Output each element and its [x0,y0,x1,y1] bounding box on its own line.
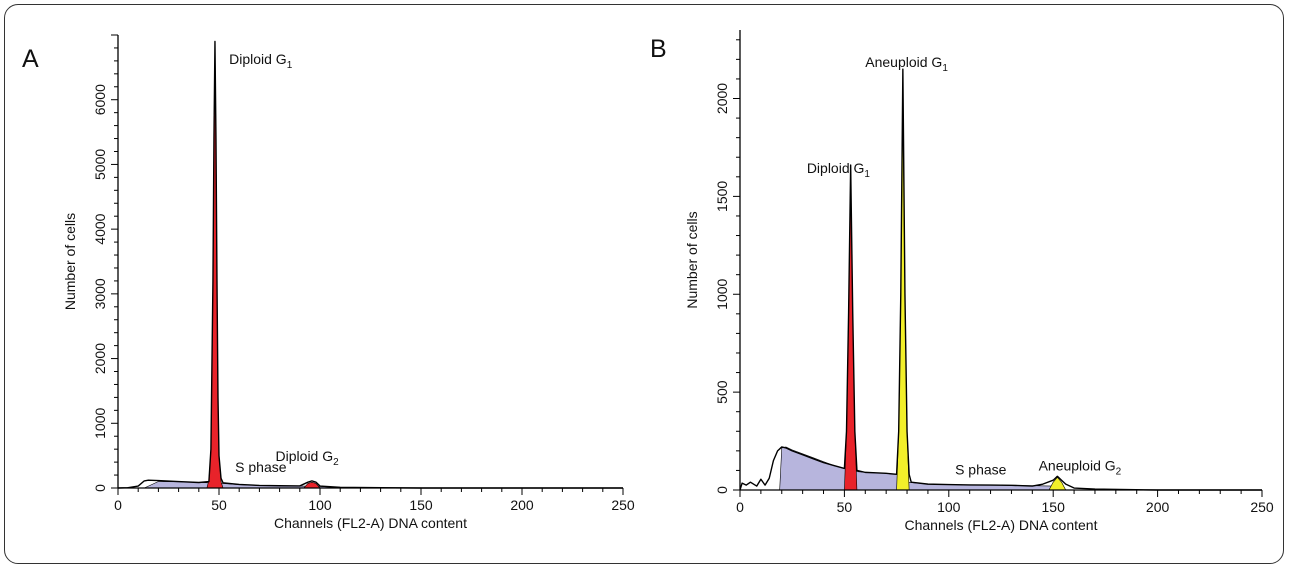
y-tick-label: 0 [92,484,108,492]
x-tick-label: 250 [1250,499,1274,515]
y-tick-label: 1000 [714,278,730,309]
y-axis-label: Number of cells [62,213,78,310]
annotation-label: S phase [955,461,1007,477]
x-tick-label: 0 [736,499,744,515]
y-axis-label: Number of cells [684,211,700,308]
y-tick-label: 4000 [92,213,108,244]
y-tick-label: 1000 [92,408,108,439]
x-axis-label: Channels (FL2-A) DNA content [274,515,467,531]
y-tick-label: 0 [714,486,730,494]
x-tick-label: 100 [308,497,332,513]
y-tick-label: 1500 [714,181,730,212]
series-fill-aneuploid-g2 [1048,476,1067,491]
y-tick-label: 2000 [92,343,108,374]
annotation-label: S phase [235,459,287,475]
panel-label: B [650,35,667,63]
x-tick-label: 250 [611,497,635,513]
x-tick-label: 0 [114,497,122,513]
y-tick-label: 6000 [92,84,108,115]
chart-panel-a: A 0 50 100 150 200 250 0 1000 2000 3000 4000 5000 600… [22,34,635,531]
x-tick-label: 50 [837,499,853,515]
annotation-label: Diploid G1 [229,51,293,71]
y-tick-label: 2000 [714,83,730,114]
x-tick-label: 200 [510,497,534,513]
x-tick-label: 50 [211,497,227,513]
x-tick-label: 100 [937,499,961,515]
panel-label: A [22,45,39,73]
annotation-label: Diploid G1 [807,160,871,180]
y-tick-label: 5000 [92,149,108,180]
y-tick-label: 500 [714,380,730,404]
x-tick-label: 150 [409,497,433,513]
x-tick-label: 200 [1146,499,1170,515]
annotation-label: Diploid G2 [276,448,340,468]
annotation-label: Aneuploid G1 [865,54,948,74]
x-axis-label: Channels (FL2-A) DNA content [905,517,1098,533]
x-tick-label: 150 [1042,499,1066,515]
chart-canvas: A0 50 100 150 200 250010002000300040005000600… [22,30,1274,533]
histogram-outline [117,40,623,489]
chart-panel-b: B 0 50 100 150 200 250 0 500 1000 1500 2000 Channels… [650,30,1274,533]
histogram-outline [739,68,1262,491]
y-tick-label: 3000 [92,278,108,309]
annotation-label: Aneuploid G2 [1039,457,1122,477]
